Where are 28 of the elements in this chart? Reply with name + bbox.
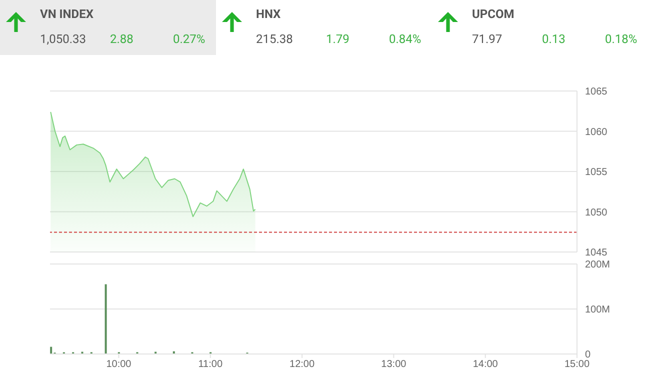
y-tick-label: 1060 xyxy=(585,126,608,138)
y-tick-label: 200M xyxy=(585,260,610,271)
text: 71.97 xyxy=(472,32,502,46)
text: 1,050.33 xyxy=(40,32,86,46)
y-tick-label: 1050 xyxy=(585,207,608,218)
text: 2.88 xyxy=(110,32,134,46)
bar xyxy=(104,284,107,354)
text: 0.13 xyxy=(542,32,566,46)
x-tick-label: 14:00 xyxy=(472,359,498,370)
x-tick-label: 12:00 xyxy=(290,359,315,370)
text: 215.38 xyxy=(256,32,293,46)
text: HNX xyxy=(256,7,281,21)
x-tick-label: 15:00 xyxy=(564,359,590,370)
y-tick-label: 100M xyxy=(585,304,610,316)
y-tick-label: 1045 xyxy=(585,248,608,259)
x-tick-label: 13:00 xyxy=(381,359,407,370)
x-tick-label: 11:00 xyxy=(198,359,223,370)
text: 1.79 xyxy=(326,32,350,46)
y-tick-label: 0 xyxy=(585,350,591,361)
y-tick-label: 1065 xyxy=(585,86,608,98)
text: VN INDEX xyxy=(40,7,94,21)
text: UPCOM xyxy=(472,7,514,21)
bar xyxy=(50,346,52,354)
y-tick-label: 1055 xyxy=(585,167,608,178)
x-tick-label: 10:00 xyxy=(106,359,132,370)
text: 0.27% xyxy=(173,32,206,46)
text: 0.18% xyxy=(605,32,638,46)
text: 0.84% xyxy=(389,32,422,46)
